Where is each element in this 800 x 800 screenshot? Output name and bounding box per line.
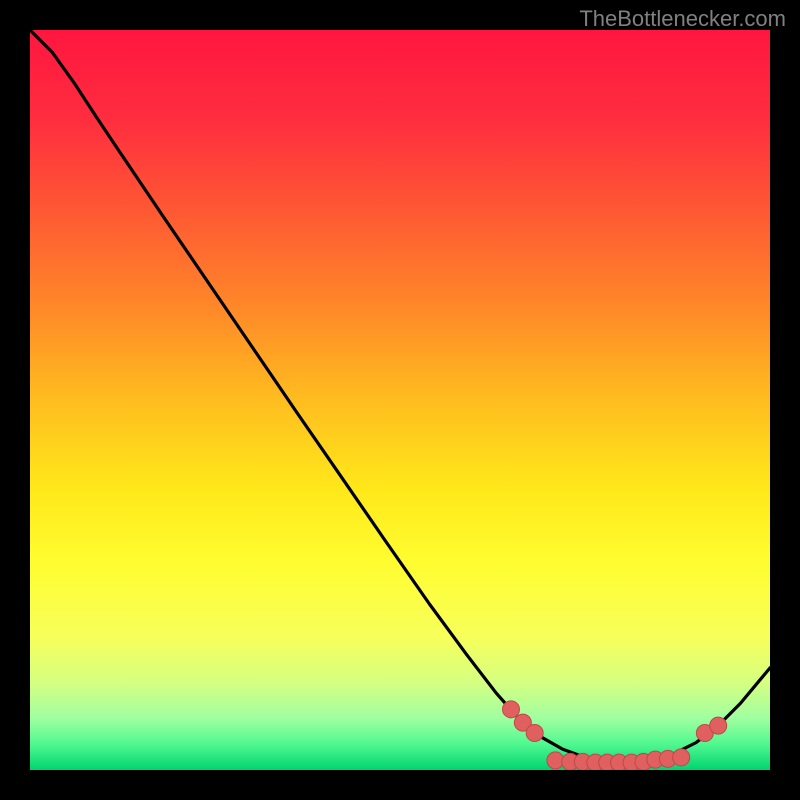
data-marker [710, 717, 727, 734]
data-marker [503, 701, 520, 718]
data-marker [673, 749, 690, 766]
data-marker [526, 725, 543, 742]
plot-svg [30, 30, 770, 770]
watermark-text: TheBottlenecker.com [579, 6, 786, 32]
gradient-background [30, 30, 770, 770]
plot-area [30, 30, 770, 770]
chart-outer: TheBottlenecker.com [0, 0, 800, 800]
